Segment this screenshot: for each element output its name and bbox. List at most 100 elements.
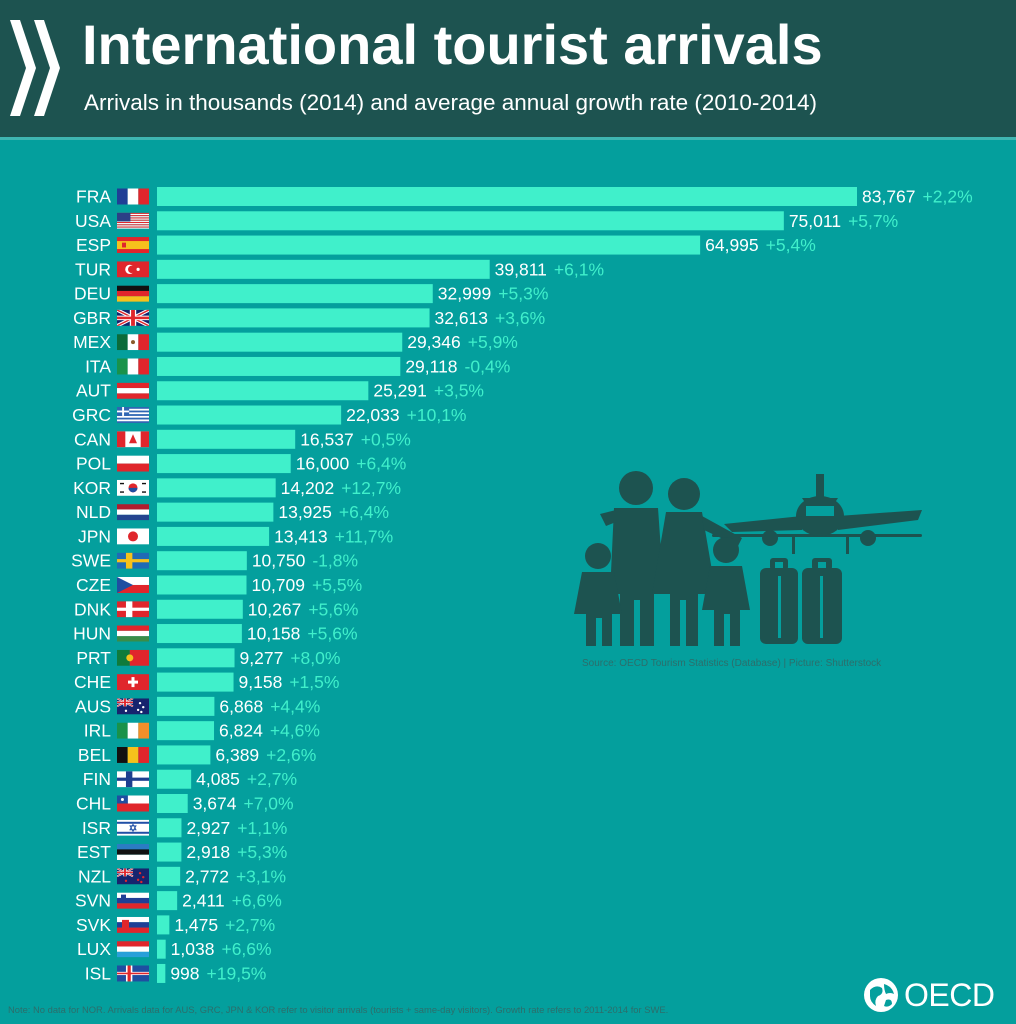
- bar: [157, 769, 192, 789]
- flag-pol-icon: [117, 455, 149, 472]
- growth-label: +2,7%: [247, 769, 297, 789]
- country-label: AUT: [76, 381, 111, 401]
- growth-label: +5,9%: [468, 332, 518, 352]
- value-label: 29,118: [405, 356, 457, 376]
- country-label: ITA: [85, 356, 111, 376]
- flag-irl-icon: [117, 722, 149, 739]
- bar: [157, 284, 433, 304]
- growth-label: +5,3%: [498, 284, 548, 304]
- growth-label: +19,5%: [207, 963, 267, 983]
- growth-label: -1,8%: [312, 551, 358, 571]
- growth-label: +3,6%: [495, 308, 545, 328]
- bar: [157, 915, 170, 935]
- growth-label: +8,0%: [290, 648, 340, 668]
- bar: [157, 187, 857, 206]
- country-label: AUS: [75, 696, 111, 716]
- growth-label: +4,4%: [270, 696, 320, 716]
- country-label: SVK: [76, 915, 111, 935]
- value-label: 83,767: [862, 187, 916, 207]
- value-label: 16,537: [300, 429, 354, 449]
- chevron-logo-icon: [10, 20, 60, 116]
- country-label: CHL: [76, 794, 111, 814]
- flag-lux-icon: [117, 941, 149, 958]
- bar: [157, 939, 166, 959]
- country-label: USA: [75, 211, 111, 231]
- country-label: ISR: [82, 818, 111, 838]
- bar: [157, 308, 430, 328]
- value-label: 13,413: [274, 526, 328, 546]
- value-label: 4,085: [196, 769, 240, 789]
- growth-label: +2,2%: [923, 187, 973, 207]
- bar: [157, 648, 235, 668]
- bar: [157, 454, 291, 474]
- growth-label: +3,5%: [434, 381, 484, 401]
- country-label: SVN: [75, 891, 111, 911]
- country-label: POL: [76, 454, 111, 474]
- growth-label: +5,5%: [312, 575, 362, 595]
- flag-cze-icon: [117, 576, 149, 593]
- bar: [157, 599, 243, 619]
- bar: [157, 502, 274, 522]
- flag-isr-icon: [117, 819, 149, 836]
- growth-label: +12,7%: [341, 478, 401, 498]
- family-travel-illustration: [574, 471, 922, 646]
- country-label: TUR: [75, 259, 111, 279]
- country-label: HUN: [73, 624, 111, 644]
- bar: [157, 211, 784, 231]
- flag-svn-icon: [117, 892, 149, 909]
- header-divider: [0, 137, 1016, 140]
- country-label: IRL: [84, 721, 112, 741]
- growth-label: +5,7%: [848, 211, 898, 231]
- flag-esp-icon: [117, 237, 149, 254]
- growth-label: +6,6%: [221, 939, 271, 959]
- flag-aus-icon: [117, 698, 149, 715]
- country-label: CHE: [74, 672, 111, 692]
- family-icon: [574, 471, 750, 646]
- value-label: 16,000: [296, 454, 350, 474]
- growth-label: +6,1%: [554, 259, 604, 279]
- value-label: 10,750: [252, 551, 306, 571]
- bar: [157, 405, 342, 425]
- bar: [157, 332, 403, 352]
- bar: [157, 551, 247, 571]
- flag-prt-icon: [117, 649, 149, 666]
- country-label: FRA: [76, 187, 111, 207]
- growth-label: +5,4%: [766, 235, 816, 255]
- bar: [157, 575, 247, 595]
- oecd-wordmark: OECD: [904, 976, 995, 1013]
- value-label: 22,033: [346, 405, 400, 425]
- growth-label: +6,4%: [339, 502, 389, 522]
- value-label: 25,291: [373, 381, 427, 401]
- flag-ita-icon: [117, 358, 149, 375]
- value-label: 32,999: [438, 284, 492, 304]
- value-label: 998: [170, 963, 199, 983]
- flag-swe-icon: [117, 552, 149, 569]
- bar: [157, 478, 276, 498]
- country-label: NLD: [76, 502, 111, 522]
- growth-label: +11,7%: [335, 526, 394, 546]
- value-label: 3,674: [193, 794, 237, 814]
- growth-label: +5,6%: [308, 599, 358, 619]
- bar: [157, 235, 701, 255]
- country-label: MEX: [73, 332, 111, 352]
- value-label: 6,824: [219, 721, 263, 741]
- country-label: BEL: [78, 745, 111, 765]
- bar: [157, 842, 182, 862]
- country-label: LUX: [77, 939, 111, 959]
- growth-label: +5,3%: [237, 842, 287, 862]
- value-label: 9,158: [239, 672, 283, 692]
- oecd-logo: OECD: [862, 974, 995, 1016]
- value-label: 14,202: [281, 478, 335, 498]
- flag-deu-icon: [117, 285, 149, 302]
- value-label: 10,158: [247, 624, 301, 644]
- bar: [157, 381, 369, 401]
- country-label: KOR: [73, 478, 111, 498]
- bar: [157, 963, 166, 983]
- flag-hun-icon: [117, 625, 149, 642]
- value-label: 6,868: [219, 696, 263, 716]
- footnote: Note: No data for NOR. Arrivals data for…: [8, 1004, 669, 1015]
- country-label: PRT: [76, 648, 111, 668]
- value-label: 2,918: [186, 842, 230, 862]
- growth-label: +6,6%: [232, 891, 282, 911]
- bar: [157, 745, 211, 765]
